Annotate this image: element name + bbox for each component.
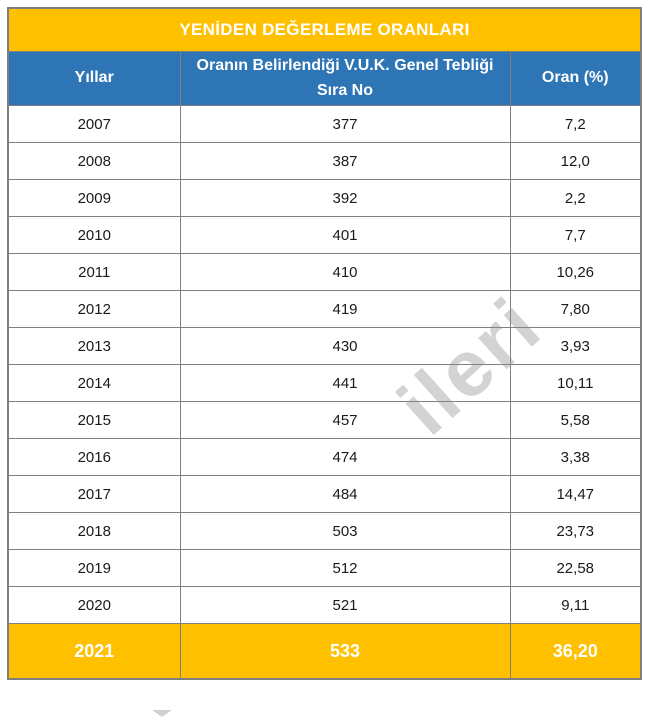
teblig-cell: 503 bbox=[179, 512, 511, 550]
year-cell: 2007 bbox=[7, 105, 181, 143]
table-row: 2016 474 3,38 bbox=[7, 438, 642, 476]
table-row: 2011 410 10,26 bbox=[7, 253, 642, 291]
oran-cell: 36,20 bbox=[509, 623, 642, 680]
watermark-fragment-tip bbox=[152, 710, 172, 717]
revaluation-rates-table: YENİDEN DEĞERLEME ORANLARI Yıllar Oranın… bbox=[7, 7, 642, 680]
table-row: 2009 392 2,2 bbox=[7, 179, 642, 217]
table-title-row: YENİDEN DEĞERLEME ORANLARI bbox=[7, 7, 642, 52]
table-row: 2015 457 5,58 bbox=[7, 401, 642, 439]
year-cell: 2012 bbox=[7, 290, 181, 328]
teblig-cell: 441 bbox=[179, 364, 511, 402]
year-cell: 2021 bbox=[7, 623, 181, 680]
table-title: YENİDEN DEĞERLEME ORANLARI bbox=[7, 7, 642, 52]
table-row: 2020 521 9,11 bbox=[7, 586, 642, 624]
oran-cell: 3,38 bbox=[509, 438, 642, 476]
oran-cell: 9,11 bbox=[509, 586, 642, 624]
oran-cell: 23,73 bbox=[509, 512, 642, 550]
oran-cell: 10,11 bbox=[509, 364, 642, 402]
year-cell: 2016 bbox=[7, 438, 181, 476]
table-row: 2014 441 10,11 bbox=[7, 364, 642, 402]
teblig-cell: 401 bbox=[179, 216, 511, 254]
column-header-yillar: Yıllar bbox=[7, 51, 181, 106]
teblig-cell: 419 bbox=[179, 290, 511, 328]
year-cell: 2018 bbox=[7, 512, 181, 550]
oran-cell: 5,58 bbox=[509, 401, 642, 439]
oran-cell: 14,47 bbox=[509, 475, 642, 513]
oran-cell: 7,7 bbox=[509, 216, 642, 254]
table-row: 2018 503 23,73 bbox=[7, 512, 642, 550]
teblig-cell: 392 bbox=[179, 179, 511, 217]
teblig-cell: 474 bbox=[179, 438, 511, 476]
oran-cell: 7,80 bbox=[509, 290, 642, 328]
table-row: 2013 430 3,93 bbox=[7, 327, 642, 365]
oran-cell: 22,58 bbox=[509, 549, 642, 587]
teblig-cell: 377 bbox=[179, 105, 511, 143]
year-cell: 2010 bbox=[7, 216, 181, 254]
teblig-cell: 457 bbox=[179, 401, 511, 439]
year-cell: 2017 bbox=[7, 475, 181, 513]
table-row: 2017 484 14,47 bbox=[7, 475, 642, 513]
teblig-cell: 430 bbox=[179, 327, 511, 365]
year-cell: 2020 bbox=[7, 586, 181, 624]
teblig-cell: 533 bbox=[179, 623, 511, 680]
year-cell: 2008 bbox=[7, 142, 181, 180]
year-cell: 2015 bbox=[7, 401, 181, 439]
table-row: 2010 401 7,7 bbox=[7, 216, 642, 254]
teblig-cell: 484 bbox=[179, 475, 511, 513]
table-row: 2007 377 7,2 bbox=[7, 105, 642, 143]
teblig-cell: 410 bbox=[179, 253, 511, 291]
table-row: 2012 419 7,80 bbox=[7, 290, 642, 328]
table-row: 2019 512 22,58 bbox=[7, 549, 642, 587]
table-row: 2008 387 12,0 bbox=[7, 142, 642, 180]
oran-cell: 3,93 bbox=[509, 327, 642, 365]
column-header-teblig-sira-no: Oranın Belirlendiği V.U.K. Genel Tebliği… bbox=[179, 51, 511, 106]
oran-cell: 2,2 bbox=[509, 179, 642, 217]
year-cell: 2009 bbox=[7, 179, 181, 217]
teblig-cell: 512 bbox=[179, 549, 511, 587]
oran-cell: 12,0 bbox=[509, 142, 642, 180]
table-header-row: Yıllar Oranın Belirlendiği V.U.K. Genel … bbox=[7, 51, 642, 106]
column-header-oran: Oran (%) bbox=[509, 51, 642, 106]
oran-cell: 10,26 bbox=[509, 253, 642, 291]
year-cell: 2013 bbox=[7, 327, 181, 365]
year-cell: 2014 bbox=[7, 364, 181, 402]
teblig-cell: 387 bbox=[179, 142, 511, 180]
year-cell: 2011 bbox=[7, 253, 181, 291]
year-cell: 2019 bbox=[7, 549, 181, 587]
teblig-cell: 521 bbox=[179, 586, 511, 624]
table-highlight-row: 2021 533 36,20 bbox=[7, 623, 642, 680]
oran-cell: 7,2 bbox=[509, 105, 642, 143]
